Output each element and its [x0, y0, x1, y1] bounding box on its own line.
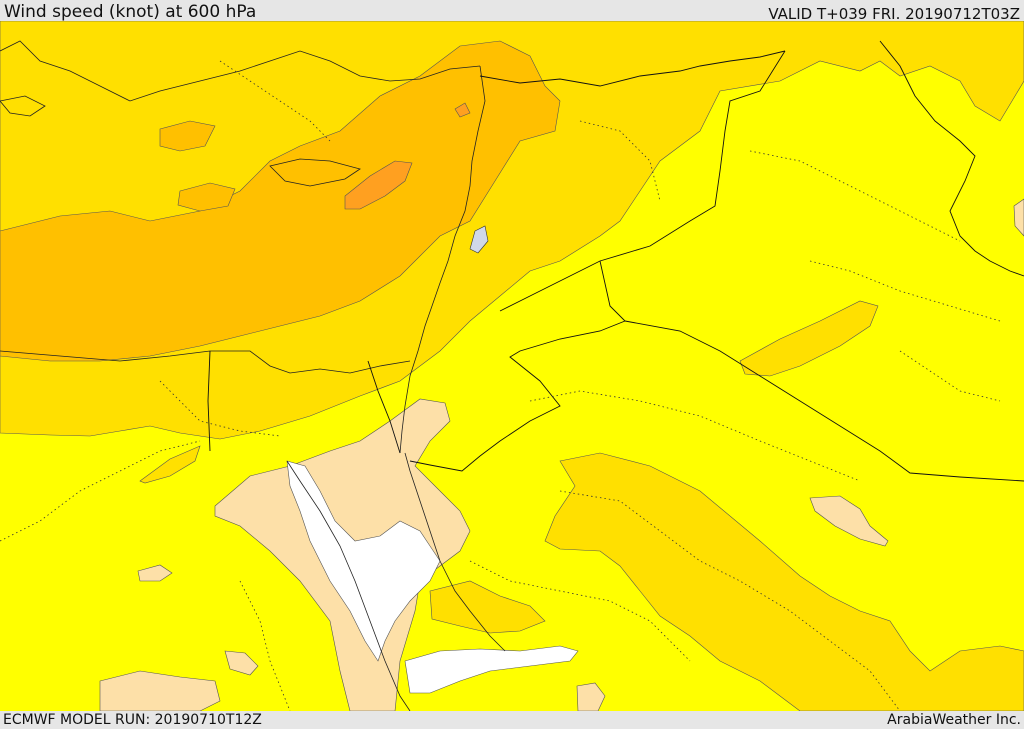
island-cyprus [269, 158, 361, 187]
map-title: Wind speed (knot) at 600 hPa [4, 2, 257, 22]
peach-region-south-4 [576, 682, 606, 711]
orange-region-core [344, 160, 413, 210]
border-saudi-north [409, 260, 626, 472]
coastline-egypt [0, 350, 411, 374]
white-region-southeast [404, 645, 579, 694]
coastline-north [0, 40, 481, 102]
amber-region-small-2 [177, 182, 236, 212]
footer-bar: ECMWF MODEL RUN: 20190710T12Z ArabiaWeat… [0, 711, 1024, 729]
peach-region-south-1 [99, 670, 221, 711]
peach-region-south-3 [137, 564, 173, 582]
border-jordan-iraq [499, 50, 786, 312]
white-region-gulf [286, 460, 441, 662]
coastline-levant [399, 65, 486, 454]
peach-region-south-2 [224, 650, 259, 676]
peach-region-east-edge [1013, 198, 1024, 237]
lake-tiberias [469, 225, 489, 254]
coastline-red-sea [286, 460, 411, 711]
border-egypt-sudan [207, 350, 211, 452]
coastline-aqaba [404, 452, 506, 652]
amber-region-small [159, 120, 216, 152]
gold-region-southwest [429, 580, 546, 634]
border-sinai [367, 360, 401, 454]
gold-region-strip [139, 445, 201, 484]
orange-region-small [454, 102, 471, 118]
peach-region-east [809, 495, 889, 547]
brand-label: ArabiaWeather Inc. [887, 712, 1021, 728]
gold-region-south [544, 452, 1024, 711]
province-boundaries [0, 60, 1001, 711]
border-syria-iraq [479, 50, 786, 87]
amber-region-west [0, 40, 561, 362]
border-saudi-iraq [624, 320, 1024, 482]
gold-region-east [739, 300, 879, 377]
wind-speed-map [0, 21, 1024, 711]
header-bar: Wind speed (knot) at 600 hPa VALID T+039… [0, 0, 1024, 23]
valid-time: VALID T+039 FRI. 20190712T03Z [768, 5, 1020, 23]
crete-coast [0, 95, 46, 117]
border-iraq-iran [879, 40, 1024, 277]
gold-region-north [0, 21, 1024, 440]
model-run: ECMWF MODEL RUN: 20190710T12Z [3, 712, 262, 728]
